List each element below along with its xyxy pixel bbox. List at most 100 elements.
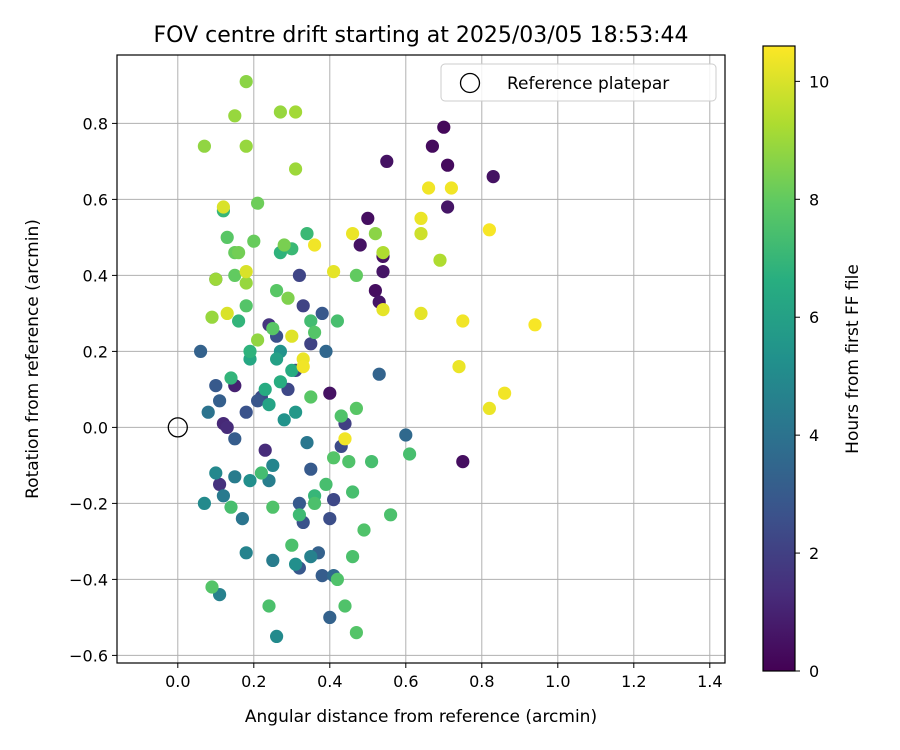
data-point (368, 284, 382, 298)
data-point (251, 196, 265, 210)
data-point (422, 181, 436, 195)
data-point (243, 474, 257, 488)
data-point (262, 398, 276, 412)
y-tick-label: −0.4 (69, 570, 108, 589)
colorbar-tick-label: 4 (809, 426, 819, 445)
data-point (361, 211, 375, 225)
data-point (300, 227, 314, 241)
x-tick-label: 0.4 (317, 672, 342, 691)
data-point (289, 162, 303, 176)
data-point (205, 580, 219, 594)
data-point (262, 599, 276, 613)
data-point (346, 227, 360, 241)
colorbar-label: Hours from first FF file (843, 264, 863, 454)
data-point (243, 344, 257, 358)
data-point (452, 360, 466, 374)
data-point (220, 306, 234, 320)
data-point (441, 158, 455, 172)
data-point (232, 314, 246, 328)
data-point (239, 75, 253, 89)
data-point (349, 268, 363, 282)
data-point (220, 230, 234, 244)
data-point (315, 569, 329, 583)
data-point (285, 363, 299, 377)
data-point (482, 401, 496, 415)
data-point (414, 227, 428, 241)
data-point (338, 599, 352, 613)
x-axis-ticks: 0.0 0.2 0.4 0.6 0.8 1.0 1.2 1.4 (165, 663, 723, 691)
data-point (304, 390, 318, 404)
data-point (327, 265, 341, 279)
x-tick-label: 1.4 (697, 672, 722, 691)
data-point (209, 272, 223, 286)
colorbar: 0 2 4 6 8 10 Hours from first FF file (762, 45, 863, 681)
data-point (308, 238, 322, 252)
data-point (239, 276, 253, 290)
data-point (425, 139, 439, 153)
data-point (216, 200, 230, 214)
data-point (266, 322, 280, 336)
colorbar-tick-label: 0 (809, 662, 819, 681)
data-point (349, 401, 363, 415)
data-point (403, 447, 417, 461)
data-point (270, 284, 284, 298)
colorbar-tick-label: 6 (809, 308, 819, 327)
legend-marker-reference (459, 72, 481, 94)
data-point (285, 329, 299, 343)
colorbar-gradient (762, 45, 796, 672)
data-point (220, 420, 234, 434)
data-point (441, 200, 455, 214)
data-point (251, 394, 265, 408)
legend-box (440, 63, 717, 102)
data-point (247, 234, 261, 248)
colorbar-tick-label: 8 (809, 190, 819, 209)
data-point (368, 227, 382, 241)
data-point (304, 462, 318, 476)
y-tick-label: −0.2 (69, 494, 108, 513)
data-point (270, 352, 284, 366)
data-point (224, 500, 238, 514)
data-point (414, 211, 428, 225)
data-point (197, 139, 211, 153)
data-point (384, 508, 398, 522)
data-point (414, 306, 428, 320)
data-point (194, 344, 208, 358)
y-tick-label: 0.8 (83, 114, 108, 133)
data-point (224, 371, 238, 385)
x-tick-label: 0.2 (241, 672, 266, 691)
data-point (209, 466, 223, 480)
data-point (254, 466, 268, 480)
colorbar-tick-label: 10 (809, 72, 829, 91)
data-point (213, 394, 227, 408)
data-point (239, 405, 253, 419)
data-point (338, 432, 352, 446)
data-point (277, 413, 291, 427)
data-points (194, 75, 542, 644)
data-point (319, 344, 333, 358)
data-point (437, 120, 451, 134)
y-axis-label: Rotation from reference (arcmin) (23, 219, 43, 499)
data-point (300, 436, 314, 450)
data-point (304, 337, 318, 351)
legend-entry-reference: Reference platepar (507, 74, 669, 94)
data-point (376, 246, 390, 260)
data-point (258, 382, 272, 396)
data-point (289, 105, 303, 119)
data-point (349, 626, 363, 640)
data-point (228, 470, 242, 484)
data-point (228, 109, 242, 123)
data-point (528, 318, 542, 332)
x-tick-label: 0.0 (165, 672, 190, 691)
plot-frame (116, 54, 726, 664)
data-point (304, 314, 318, 328)
y-tick-label: 0.4 (83, 266, 108, 285)
y-axis-ticks: −0.6 −0.4 −0.2 0.0 0.2 0.4 0.6 0.8 (69, 114, 117, 665)
data-point (376, 265, 390, 279)
data-point (376, 303, 390, 317)
data-point (228, 268, 242, 282)
data-point (296, 299, 310, 313)
data-point (205, 310, 219, 324)
data-point (201, 405, 215, 419)
data-point (456, 314, 470, 328)
x-tick-label: 1.2 (621, 672, 646, 691)
